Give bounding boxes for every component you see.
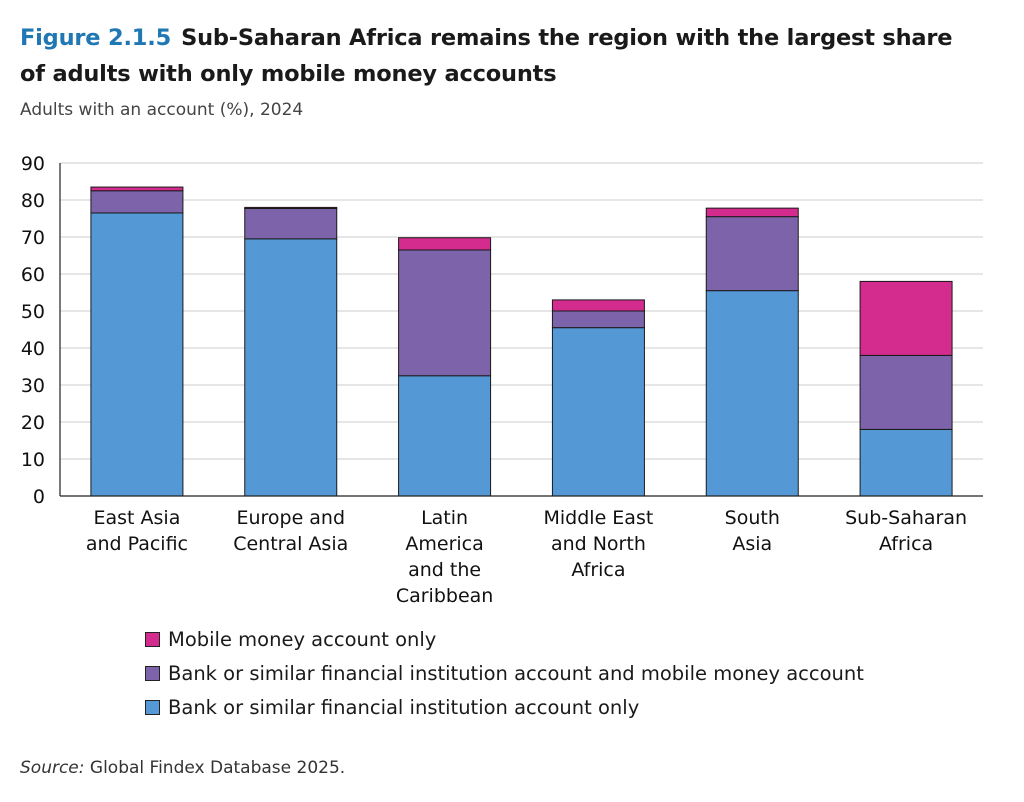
y-tick-label-90: 90 <box>21 153 45 175</box>
bar-bank_only-5 <box>859 428 953 497</box>
x-category-label-1: Europe and Central Asia <box>233 507 348 555</box>
bar-bank_only-2 <box>398 375 492 497</box>
bar-bank_and_mobile-5 <box>859 354 953 430</box>
bar-mobile_only-2 <box>398 237 492 251</box>
legend-swatch-bank_only <box>145 699 160 715</box>
y-tick-label-10: 10 <box>21 449 45 471</box>
y-tick-label-40: 40 <box>21 338 45 360</box>
y-tick-label-0: 0 <box>33 486 45 508</box>
figure-title: Figure 2.1.5 Sub-Saharan Africa remains t… <box>20 20 980 92</box>
bar-bank_only-3 <box>551 327 645 497</box>
legend-label-bank_and_mobile: Bank or similar financial institution ac… <box>168 661 864 685</box>
bar-mobile_only-0 <box>90 186 184 192</box>
legend-swatch-bank_and_mobile <box>145 665 160 681</box>
y-tick-label-60: 60 <box>21 264 45 286</box>
bar-bank_only-0 <box>90 212 184 497</box>
x-category-label-5: Sub-Saharan Africa <box>845 507 967 555</box>
legend-item-bank_and_mobile: Bank or similar financial institution ac… <box>145 656 864 690</box>
source-text: Global Findex Database 2025. <box>89 758 346 778</box>
y-tick-label-80: 80 <box>21 190 45 212</box>
y-tick-label-50: 50 <box>21 301 45 323</box>
bar-bank_and_mobile-1 <box>244 208 338 240</box>
legend-item-bank_only: Bank or similar financial institution ac… <box>145 690 864 724</box>
bar-mobile_only-1 <box>244 206 338 210</box>
x-category-label-3: Middle East and North Africa <box>544 507 654 581</box>
legend-swatch-mobile_only <box>145 631 160 647</box>
legend-item-mobile_only: Mobile money account only <box>145 622 864 656</box>
bar-bank_and_mobile-4 <box>705 216 799 292</box>
bar-mobile_only-3 <box>551 299 645 312</box>
bar-bank_and_mobile-0 <box>90 190 184 214</box>
x-category-label-2: Latin America and the Caribbean <box>396 507 494 607</box>
legend-label-bank_only: Bank or similar financial institution ac… <box>168 695 640 719</box>
bar-bank_only-4 <box>705 290 799 497</box>
figure-number: Figure 2.1.5 <box>20 25 172 51</box>
y-tick-label-20: 20 <box>21 412 45 434</box>
legend-label-mobile_only: Mobile money account only <box>168 627 437 651</box>
chart-subtitle: Adults with an account (%), 2024 <box>20 100 304 120</box>
source-note: Source: Global Findex Database 2025. <box>20 758 345 778</box>
bar-bank_and_mobile-3 <box>551 310 645 329</box>
bar-bank_only-1 <box>244 238 338 497</box>
y-tick-label-30: 30 <box>21 375 45 397</box>
source-label: Source: <box>20 758 85 778</box>
bar-bank_and_mobile-2 <box>398 249 492 377</box>
x-category-label-0: East Asia and Pacific <box>86 507 188 555</box>
chart-legend: Mobile money account only Bank or similar… <box>145 622 864 724</box>
bar-mobile_only-5 <box>859 280 953 356</box>
x-category-label-4: South Asia <box>725 507 780 555</box>
y-tick-label-70: 70 <box>21 227 45 249</box>
bar-mobile_only-4 <box>705 207 799 218</box>
figure-title-text: Sub-Saharan Africa remains the region wi… <box>20 25 953 87</box>
